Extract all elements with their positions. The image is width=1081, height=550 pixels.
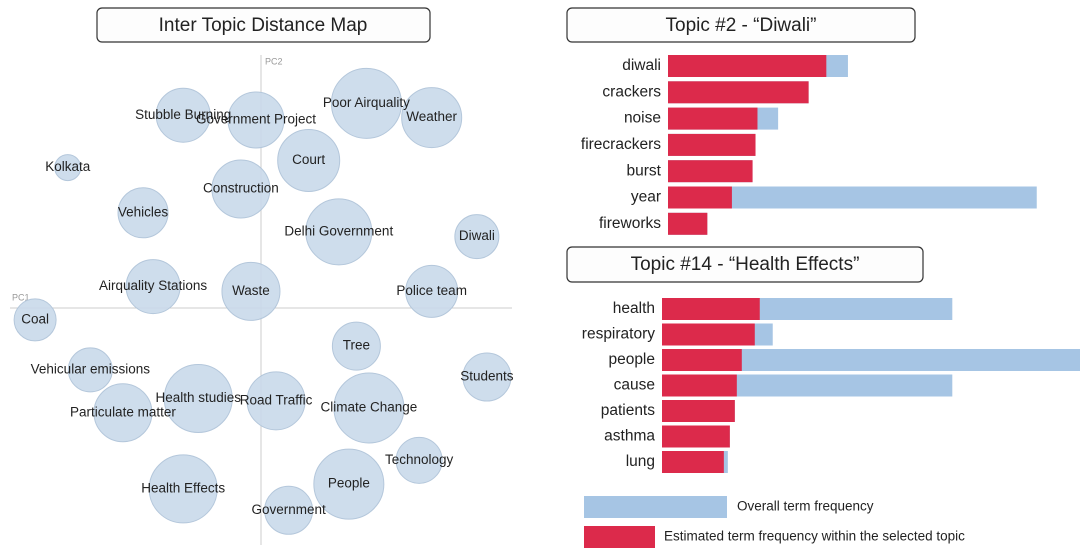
topic-bubble	[462, 352, 512, 402]
topic-bubble	[221, 261, 281, 321]
topic-label: Tree	[343, 338, 370, 353]
topic-label: Poor Airquality	[323, 95, 410, 110]
topic-bubble	[54, 154, 82, 182]
topic-bubble	[67, 347, 113, 393]
topic-label: People	[328, 476, 370, 491]
topic-label: Airquality Stations	[99, 278, 207, 293]
term-label: health	[613, 300, 655, 317]
topic-bubble	[405, 264, 459, 318]
legend-label: Overall term frequency	[737, 499, 874, 514]
topic-title: Topic #14 - “Health Effects”	[631, 254, 860, 275]
topic-label: Delhi Government	[284, 223, 393, 238]
topic-label: Particulate matter	[70, 404, 176, 419]
term-label: people	[608, 351, 655, 368]
term-bar	[668, 133, 756, 156]
topic-bubble	[277, 128, 341, 192]
topic-bubble	[93, 383, 153, 443]
topic-label: Technology	[385, 452, 454, 467]
topic-label: Construction	[203, 181, 279, 196]
title-box	[96, 7, 431, 43]
topic-bubble	[331, 321, 381, 371]
term-label: diwali	[622, 57, 661, 74]
term-bar	[668, 107, 758, 130]
topic-bubble	[211, 159, 271, 219]
term-label: burst	[627, 162, 662, 179]
term-bar	[668, 186, 732, 209]
x-axis-label: PC1	[12, 292, 30, 302]
term-bar	[668, 160, 753, 183]
term-bar	[662, 349, 1081, 371]
topic-label: Court	[292, 152, 325, 167]
term-bar	[662, 451, 724, 473]
term-bar	[662, 374, 737, 397]
topic-label: Kolkata	[45, 159, 91, 174]
topic-label: Weather	[406, 109, 457, 124]
term-label: respiratory	[582, 326, 655, 343]
topic-bubble	[330, 67, 402, 139]
topic-label: Health Effects	[141, 480, 225, 495]
term-bar	[668, 81, 809, 104]
topic-label: Students	[460, 369, 514, 384]
topic-bubble	[163, 363, 233, 433]
topic-label: Stubble Burning	[135, 107, 231, 122]
topic-label: Diwali	[459, 228, 495, 243]
term-label: firecrackers	[581, 136, 661, 153]
topic-bubble	[148, 454, 218, 524]
topic-bubble	[246, 371, 306, 431]
term-label: fireworks	[599, 215, 661, 232]
term-bar	[662, 323, 755, 346]
term-label: year	[631, 189, 661, 206]
term-label: asthma	[604, 428, 655, 445]
topic-bubble	[125, 259, 181, 315]
term-bar	[668, 186, 1037, 209]
term-bar	[662, 425, 730, 448]
topic-label: Police team	[396, 283, 467, 298]
topic-bubble	[333, 372, 405, 444]
topic-label: Waste	[232, 283, 270, 298]
topic-bubble	[155, 87, 211, 143]
topic-bubble	[305, 198, 373, 266]
topic-label: Government Project	[196, 112, 316, 127]
term-bar	[662, 400, 735, 422]
topic-label: Health studies	[155, 390, 241, 405]
term-bar	[668, 55, 827, 77]
term-label: cause	[614, 377, 655, 394]
term-label: lung	[626, 453, 655, 470]
topic-bubble	[264, 485, 314, 535]
y-axis-label: PC2	[265, 56, 283, 66]
topic-bubble	[395, 436, 443, 484]
topic-bubble	[117, 187, 169, 239]
map-title: Inter Topic Distance Map	[159, 15, 368, 36]
topic-label: Climate Change	[321, 400, 418, 415]
topic-label: Vehicles	[118, 204, 169, 219]
legend-swatch	[584, 526, 655, 548]
topic-bubble	[401, 87, 463, 149]
topic-bubble	[454, 214, 500, 260]
topic-label: Government	[251, 502, 326, 517]
term-bar	[668, 212, 708, 235]
topic-label: Road Traffic	[240, 392, 313, 407]
legend-swatch	[584, 496, 727, 518]
topic-bubble	[313, 448, 385, 520]
title-box	[566, 246, 924, 283]
topic-bubble	[227, 91, 285, 149]
title-box	[566, 7, 916, 43]
term-label: noise	[624, 110, 661, 127]
legend-label: Estimated term frequency within the sele…	[664, 529, 965, 544]
topic-label: Vehicular emissions	[31, 361, 151, 376]
term-label: crackers	[602, 83, 661, 100]
term-bar	[662, 349, 742, 371]
term-bar	[662, 298, 760, 320]
topic-title: Topic #2 - “Diwali”	[666, 15, 817, 36]
topic-label: Coal	[21, 311, 49, 326]
term-label: patients	[601, 402, 656, 419]
topic-bubble	[13, 298, 57, 342]
